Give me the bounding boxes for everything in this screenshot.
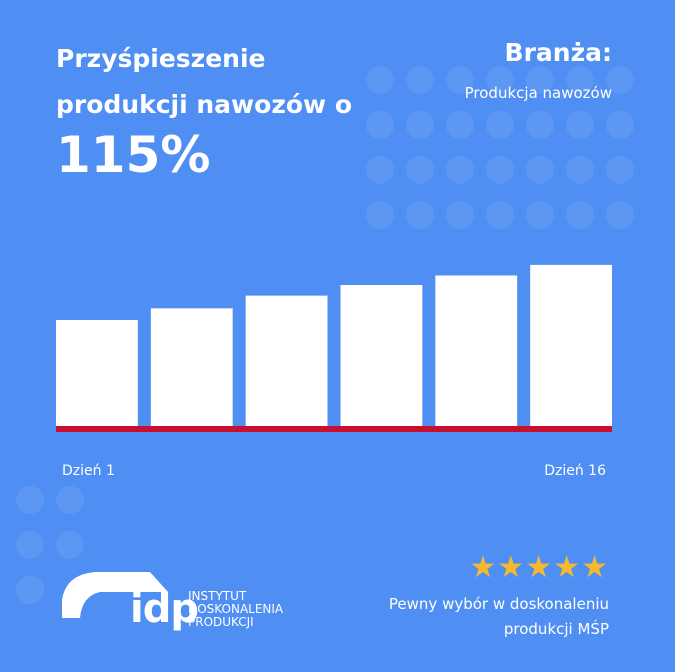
logo-text: INSTYTUT DOSKONALENIA PRODUKCJI xyxy=(188,590,283,629)
tagline: Pewny wybór w doskonaleniu produkcji MŚP xyxy=(388,595,609,638)
bar xyxy=(150,308,233,426)
bar xyxy=(56,320,138,426)
decor xyxy=(16,66,634,604)
logo-line: INSTYTUT xyxy=(188,589,247,603)
x-tick-label: Dzień 16 xyxy=(544,463,606,479)
bar xyxy=(530,264,612,426)
logo-line: PRODUKCJI xyxy=(188,615,254,629)
baseline xyxy=(56,426,612,432)
title: Przyśpieszenie produkcji nawozów o xyxy=(56,44,353,119)
logo-shape xyxy=(62,572,168,618)
industry: Produkcja nawozów xyxy=(464,84,612,102)
industry-label: Branża: xyxy=(504,38,612,67)
logo-line: DOSKONALENIA xyxy=(188,602,284,616)
logo-mark: idp xyxy=(130,586,199,632)
x-tick-label: Dzień 1 xyxy=(62,463,115,479)
rating-stars: ★★★★★ xyxy=(469,550,609,585)
bar xyxy=(340,285,423,426)
headline: 115% xyxy=(56,126,211,184)
bar xyxy=(435,275,518,426)
bar xyxy=(245,295,328,426)
